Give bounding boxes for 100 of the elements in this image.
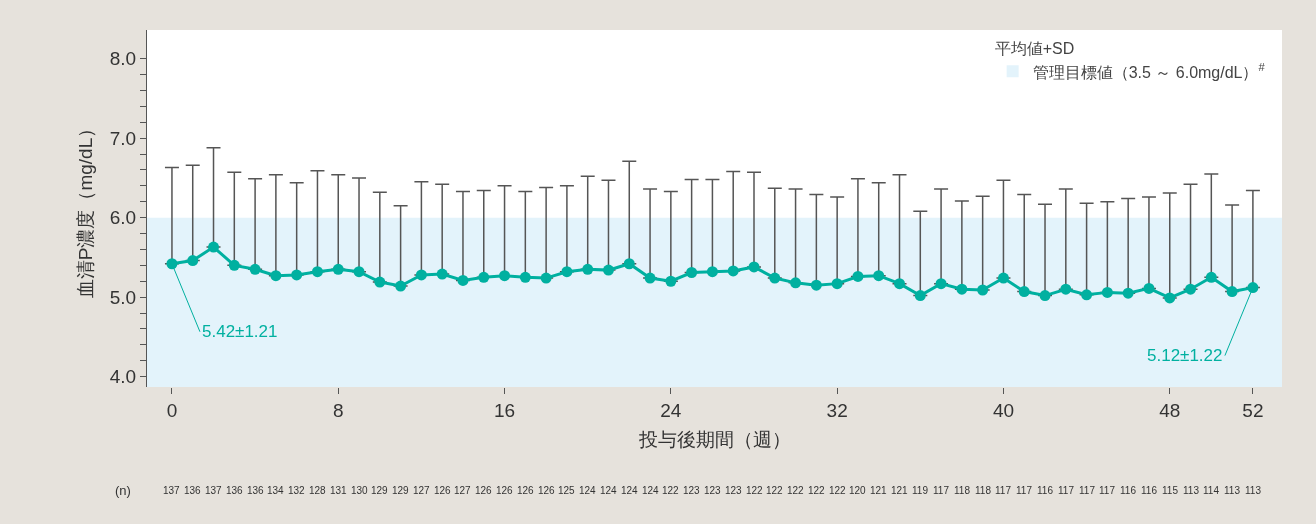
text: 122 (766, 485, 784, 496)
text: 126 (538, 485, 556, 496)
x-tick-label: 24 (660, 399, 682, 421)
text: 122 (808, 485, 826, 496)
x-axis-title: 投与後期間（週） (637, 428, 791, 450)
text: 117 (1058, 485, 1075, 496)
text: 118 (954, 485, 971, 496)
text: 122 (662, 485, 680, 496)
point (852, 270, 864, 282)
text: 129 (371, 485, 389, 496)
point (1060, 283, 1072, 295)
x-tick-label: 8 (332, 399, 344, 421)
point (831, 278, 843, 290)
text: 128 (309, 485, 327, 496)
text: 127 (413, 485, 431, 496)
x-tick-label: 52 (1242, 399, 1264, 421)
text: 117 (933, 485, 950, 496)
point (665, 275, 677, 287)
text: 117 (1079, 485, 1096, 496)
point (478, 271, 490, 283)
point (1143, 282, 1155, 294)
text: 120 (849, 485, 867, 496)
point (1164, 292, 1176, 304)
text: 132 (288, 485, 306, 496)
point (935, 278, 947, 290)
text: 121 (891, 485, 909, 496)
point (790, 277, 802, 289)
point (561, 266, 573, 278)
text: 119 (912, 485, 929, 496)
point (748, 261, 760, 273)
text: 113 (1224, 485, 1241, 496)
point (644, 272, 656, 284)
text: 125 (558, 485, 576, 496)
point (311, 266, 323, 278)
text: 137 (205, 485, 223, 496)
text: 126 (475, 485, 493, 496)
point (997, 272, 1009, 284)
text: 124 (579, 485, 597, 496)
x-tick-label: 32 (826, 399, 848, 421)
point (727, 265, 739, 277)
text: 123 (704, 485, 722, 496)
point (769, 272, 781, 284)
point (499, 270, 511, 282)
point (540, 272, 552, 284)
text: 115 (1162, 485, 1179, 496)
point (686, 267, 698, 279)
text: 136 (184, 485, 202, 496)
point (602, 264, 614, 276)
point (395, 280, 407, 292)
text: 134 (267, 485, 285, 496)
x-tick-label: 16 (493, 399, 516, 421)
point (436, 268, 448, 280)
annotation: 5.12±1.22 (1147, 346, 1223, 365)
y-tick-label: 4.0 (109, 366, 137, 388)
point (810, 279, 822, 291)
text: 126 (496, 485, 514, 496)
point (187, 255, 199, 267)
text: 122 (787, 485, 805, 496)
text: 121 (870, 485, 888, 496)
text: 124 (642, 485, 660, 496)
point (249, 263, 261, 275)
x-tick-label: 0 (166, 399, 178, 421)
point (956, 283, 968, 295)
y-axis-title: 血清P濃度（mg/dL） (74, 118, 96, 299)
point (1039, 290, 1051, 302)
point (1081, 289, 1093, 301)
point (291, 269, 303, 281)
point (332, 263, 344, 275)
point (519, 271, 531, 283)
point (582, 263, 594, 275)
annotation: 5.42±1.21 (202, 322, 278, 341)
point (1226, 286, 1238, 298)
point (228, 259, 240, 271)
text: 123 (725, 485, 743, 496)
y-tick-label: 6.0 (109, 207, 137, 229)
text: 113 (1245, 485, 1262, 496)
text: 124 (600, 485, 618, 496)
text: 129 (392, 485, 410, 496)
text: 123 (683, 485, 701, 496)
point (415, 269, 427, 281)
legend-label: 管理目標値（3.5 ～ 6.0mg/dL）$^{#}$ (1032, 60, 1266, 81)
point (1122, 287, 1134, 299)
point (873, 270, 885, 282)
point (894, 278, 906, 290)
point (1205, 271, 1217, 283)
text: 117 (995, 485, 1012, 496)
text: 116 (1141, 485, 1158, 496)
text: 136 (226, 485, 244, 496)
text: 118 (975, 485, 992, 496)
text: 124 (621, 485, 639, 496)
y-tick-label: 7.0 (109, 127, 137, 149)
text: 113 (1183, 485, 1200, 496)
point (1185, 283, 1197, 295)
point (1018, 286, 1030, 298)
x-tick-label: 40 (992, 399, 1015, 421)
point (977, 284, 989, 296)
point (706, 266, 718, 278)
y-tick-label: 5.0 (109, 286, 137, 308)
point (270, 270, 282, 282)
text: 114 (1203, 485, 1220, 496)
